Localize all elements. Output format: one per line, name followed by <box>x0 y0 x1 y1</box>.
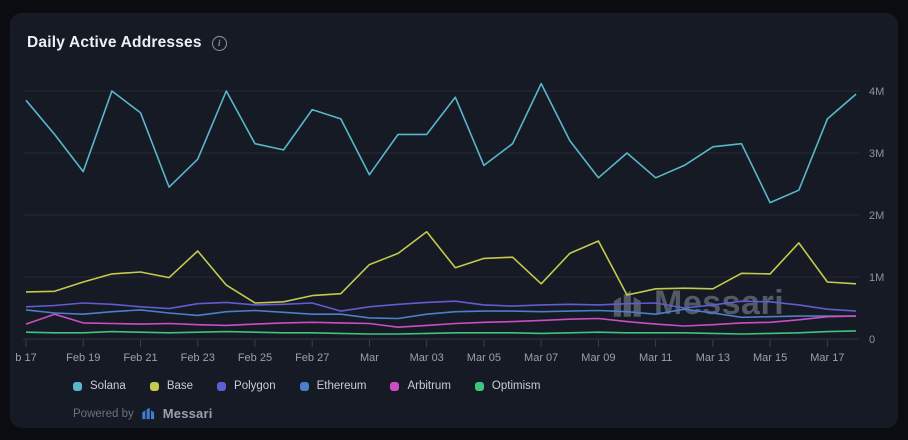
x-axis-label: Mar 11 <box>639 352 672 364</box>
series-line-arbitrum[interactable] <box>25 313 857 329</box>
legend-label: Optimism <box>491 380 541 392</box>
powered-by-footer[interactable]: Powered by Messari <box>73 406 213 421</box>
series-line-solana[interactable] <box>25 82 857 204</box>
daily-active-addresses-card: Daily Active Addresses i Messari 4M 3M 2M 1… <box>10 13 898 428</box>
x-axis-label: Feb 19 <box>66 352 100 364</box>
x-axis-label: Feb 27 <box>295 352 329 364</box>
x-axis-label: Feb 21 <box>123 352 157 364</box>
legend-label: Polygon <box>234 380 276 392</box>
x-axis-label: Mar 13 <box>696 352 730 364</box>
chart-legend: Solana Base Polygon Ethereum Arbitrum Optimis… <box>73 380 540 392</box>
x-axis-label: Mar <box>360 352 379 364</box>
x-axis-label: Mar 03 <box>410 352 444 364</box>
card-header: Daily Active Addresses i <box>27 34 227 52</box>
brand-name: Messari <box>162 406 213 421</box>
legend-item-solana[interactable]: Solana <box>73 380 126 392</box>
info-icon[interactable]: i <box>211 35 227 51</box>
x-axis-label: Mar 09 <box>581 352 615 364</box>
y-axis-label: 1M <box>869 272 884 284</box>
legend-swatch-icon <box>149 381 159 391</box>
series-line-optimism[interactable] <box>25 330 857 335</box>
y-axis-label: 0 <box>869 334 875 346</box>
legend-item-base[interactable]: Base <box>149 380 194 392</box>
messari-logo-icon <box>141 407 154 420</box>
legend-label: Solana <box>90 380 126 392</box>
y-axis-label: 3M <box>869 148 884 160</box>
x-axis-label: Mar 17 <box>810 352 844 364</box>
legend-label: Ethereum <box>316 380 367 392</box>
powered-by-label: Powered by <box>73 407 134 420</box>
legend-item-optimism[interactable]: Optimism <box>474 380 541 392</box>
legend-swatch-icon <box>73 381 82 391</box>
x-axis-label: Feb 25 <box>238 352 272 364</box>
y-axis-label: 2M <box>869 210 884 222</box>
x-axis-label: Feb 23 <box>181 352 215 364</box>
legend-item-polygon[interactable]: Polygon <box>217 380 276 392</box>
legend-swatch-icon <box>299 381 309 391</box>
x-axis-label: b 17 <box>15 352 36 364</box>
x-axis-label: Mar 07 <box>524 352 558 364</box>
series-line-base[interactable] <box>25 230 857 304</box>
legend-label: Arbitrum <box>407 380 451 392</box>
page-title: Daily Active Addresses <box>27 34 202 51</box>
series-line-polygon[interactable] <box>25 300 857 312</box>
legend-swatch-icon <box>474 381 484 391</box>
series-line-ethereum[interactable] <box>25 308 856 320</box>
x-axis-label: Mar 05 <box>467 352 501 364</box>
legend-label: Base <box>166 380 194 392</box>
y-axis-label: 4M <box>869 86 884 98</box>
x-axis-label: Mar 15 <box>753 352 787 364</box>
legend-swatch-icon <box>217 381 227 391</box>
legend-swatch-icon <box>390 381 400 391</box>
legend-item-arbitrum[interactable]: Arbitrum <box>390 380 451 392</box>
line-chart[interactable]: 4M 3M 2M 1M 0 b 17 Feb 19 Feb 21 Feb 23 Feb 25 Feb… <box>11 14 898 428</box>
legend-item-ethereum[interactable]: Ethereum <box>299 380 367 392</box>
